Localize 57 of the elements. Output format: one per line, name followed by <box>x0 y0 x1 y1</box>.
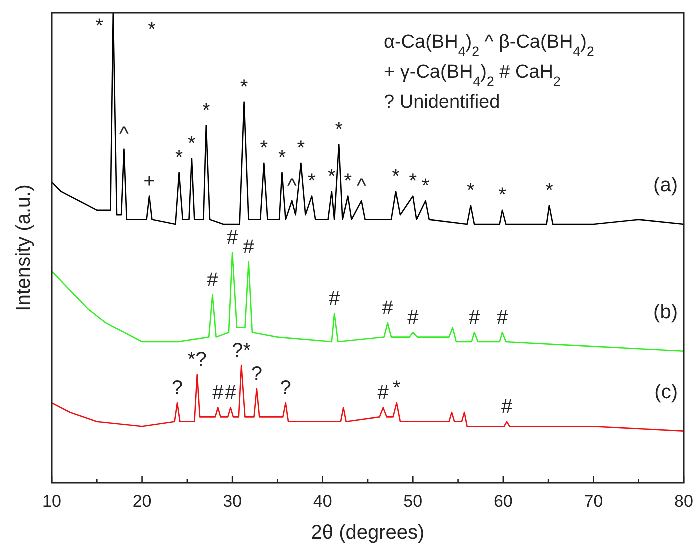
annotation: * <box>148 19 156 41</box>
annotation: # <box>408 306 420 329</box>
annotation: * <box>467 180 476 202</box>
annotation: ? <box>172 377 184 400</box>
annotation: ^ <box>356 175 367 198</box>
annotation: # <box>496 306 509 329</box>
annotation: ? <box>251 363 263 386</box>
annotation: # <box>227 226 240 249</box>
y-axis-title: Intensity (a.u.) <box>13 184 35 312</box>
annotation: * <box>308 170 316 193</box>
annotation: * <box>175 147 184 170</box>
annotation: * <box>498 184 507 207</box>
annotation: # <box>243 236 256 258</box>
annotation: # <box>382 297 394 320</box>
x-axis-title: 2θ (degrees) <box>311 522 425 544</box>
annotation: * <box>240 76 248 99</box>
annotation: * <box>188 132 196 155</box>
annotation: # <box>225 382 238 404</box>
annotation: * <box>335 118 344 141</box>
annotation: ?* <box>232 340 252 362</box>
x-tick-label: 20 <box>132 492 152 511</box>
annotation: * <box>260 138 268 160</box>
x-tick-label: 80 <box>674 492 694 511</box>
annotation: + γ-Ca(BH$_{4}$)$_{2}$ # CaH$_{2}$ <box>384 62 561 88</box>
annotation: ^ <box>120 124 130 146</box>
annotation: # <box>329 288 342 310</box>
annotation: ? Unidentified <box>384 92 500 113</box>
annotation: ? <box>280 377 292 400</box>
annotation: * <box>297 138 306 160</box>
annotation: * <box>278 147 286 170</box>
x-tick-label: 60 <box>494 492 513 511</box>
x-tick-label: 70 <box>584 492 604 511</box>
annotation: * <box>392 377 401 400</box>
annotation: * <box>546 180 554 202</box>
x-tick-label: 30 <box>223 492 242 511</box>
annotation: *? <box>188 349 207 372</box>
x-tick-label: 40 <box>313 492 332 511</box>
annotation: * <box>328 166 336 188</box>
series-label: (a) <box>654 174 678 197</box>
x-tick-label: 50 <box>404 492 423 511</box>
annotation: * <box>392 166 400 188</box>
annotation: ^ <box>287 175 298 198</box>
series-label: (b) <box>654 302 678 324</box>
annotation: # <box>207 269 220 292</box>
series-label: (c) <box>654 381 678 404</box>
annotation: + <box>144 170 156 193</box>
annotation: # <box>468 306 481 329</box>
annotation: * <box>202 100 210 122</box>
annotation: # <box>501 396 514 418</box>
annotation: * <box>409 170 418 193</box>
annotation: # <box>212 382 225 404</box>
annotation: * <box>96 15 104 38</box>
annotation: α-Ca(BH$_{4}$)$_{2}$ ^ β-Ca(BH$_{4}$)$_{2}$ <box>384 32 594 58</box>
annotation: # <box>378 382 390 404</box>
x-tick-label: 10 <box>42 492 62 511</box>
annotation: * <box>422 175 430 198</box>
annotation: * <box>344 170 352 193</box>
